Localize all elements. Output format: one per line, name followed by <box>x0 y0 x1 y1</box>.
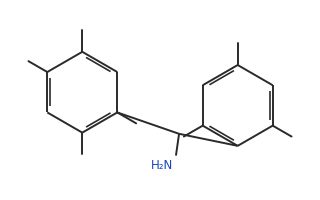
Text: H₂N: H₂N <box>151 159 174 172</box>
